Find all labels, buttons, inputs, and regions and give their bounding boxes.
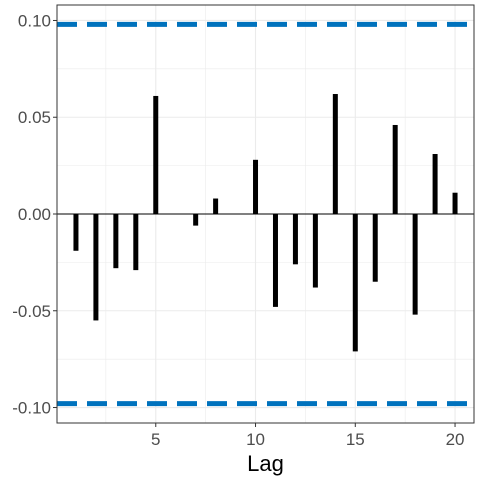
- acf-bar-lag-5: [153, 95, 159, 214]
- x-axis: 5 10 15 20: [151, 423, 465, 449]
- acf-bar-lag-10: [253, 159, 259, 214]
- acf-bar-lag-3: [113, 214, 119, 269]
- x-tick-label: 15: [346, 430, 365, 449]
- acf-bar-lag-14: [332, 94, 338, 214]
- acf-bar-lag-13: [312, 214, 318, 288]
- y-tick-label: -0.05: [12, 302, 51, 321]
- acf-bar-lag-12: [292, 214, 298, 265]
- x-tick-label: 20: [446, 430, 465, 449]
- acf-bar-lag-17: [392, 124, 398, 214]
- acf-bar-lag-15: [352, 214, 358, 352]
- y-tick-label: 0.10: [18, 11, 51, 30]
- bars: [73, 94, 458, 352]
- acf-bar-lag-2: [93, 214, 99, 321]
- y-tick-label: 0.00: [18, 205, 51, 224]
- acf-bar-lag-1: [73, 214, 79, 251]
- x-tick-label: 10: [246, 430, 265, 449]
- acf-bar-lag-19: [432, 154, 438, 214]
- acf-bar-lag-4: [133, 214, 139, 271]
- y-axis: -0.10 -0.05 0.00 0.05 0.10: [12, 11, 57, 418]
- x-axis-title: Lag: [247, 451, 284, 476]
- acf-bar-lag-7: [193, 214, 199, 226]
- acf-bar-lag-20: [452, 192, 458, 214]
- acf-bar-lag-18: [412, 214, 418, 315]
- y-tick-label: -0.10: [12, 399, 51, 418]
- y-tick-label: 0.05: [18, 108, 51, 127]
- acf-bar-lag-16: [372, 214, 378, 282]
- confidence-bounds: [57, 21, 474, 407]
- acf-bar-lag-11: [272, 214, 278, 307]
- x-tick-label: 5: [151, 430, 160, 449]
- acf-bar-lag-8: [213, 198, 219, 214]
